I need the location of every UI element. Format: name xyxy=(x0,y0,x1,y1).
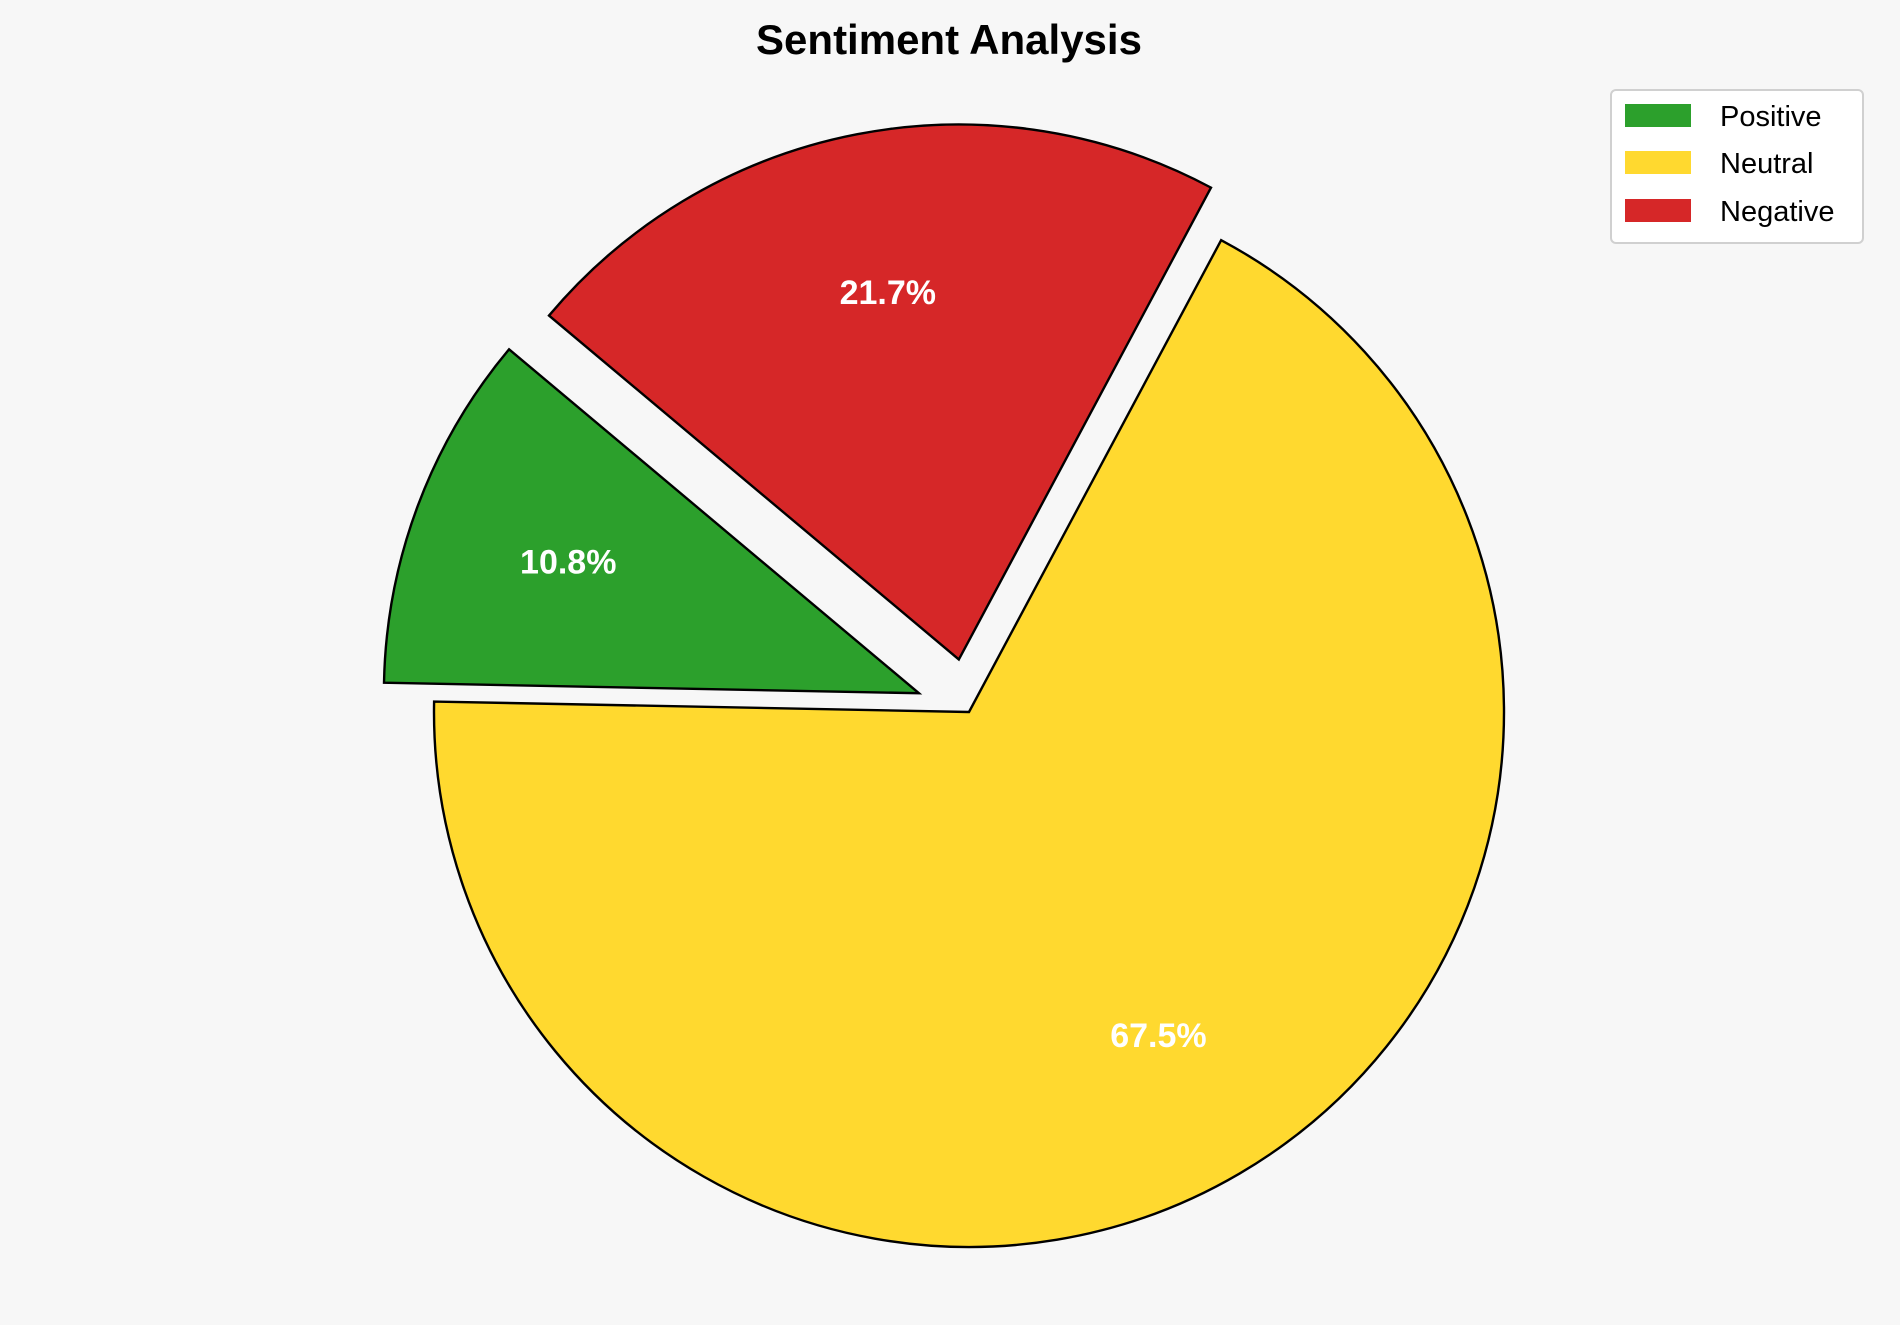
pie-label-positive: 10.8% xyxy=(520,544,616,582)
legend-label-neutral: Neutral xyxy=(1720,148,1814,180)
pie-slice-positive xyxy=(382,347,923,695)
pie-label-neutral: 67.5% xyxy=(1110,1017,1206,1055)
legend-swatch-positive xyxy=(1625,104,1691,127)
pie-label-negative: 21.7% xyxy=(840,274,936,312)
pie-slice-neutral xyxy=(432,238,1506,1249)
chart-title: Sentiment Analysis xyxy=(756,16,1142,63)
legend-swatch-negative xyxy=(1625,199,1691,222)
pie-slices xyxy=(382,123,1506,1249)
legend: Positive Neutral Negative xyxy=(1610,89,1864,244)
legend-label-positive: Positive xyxy=(1720,101,1822,133)
legend-swatch-neutral xyxy=(1625,151,1691,174)
pie-labels: 10.8% 67.5% 21.7% xyxy=(520,274,1207,1055)
legend-label-negative: Negative xyxy=(1720,196,1834,228)
pie-slice-negative xyxy=(547,123,1213,662)
